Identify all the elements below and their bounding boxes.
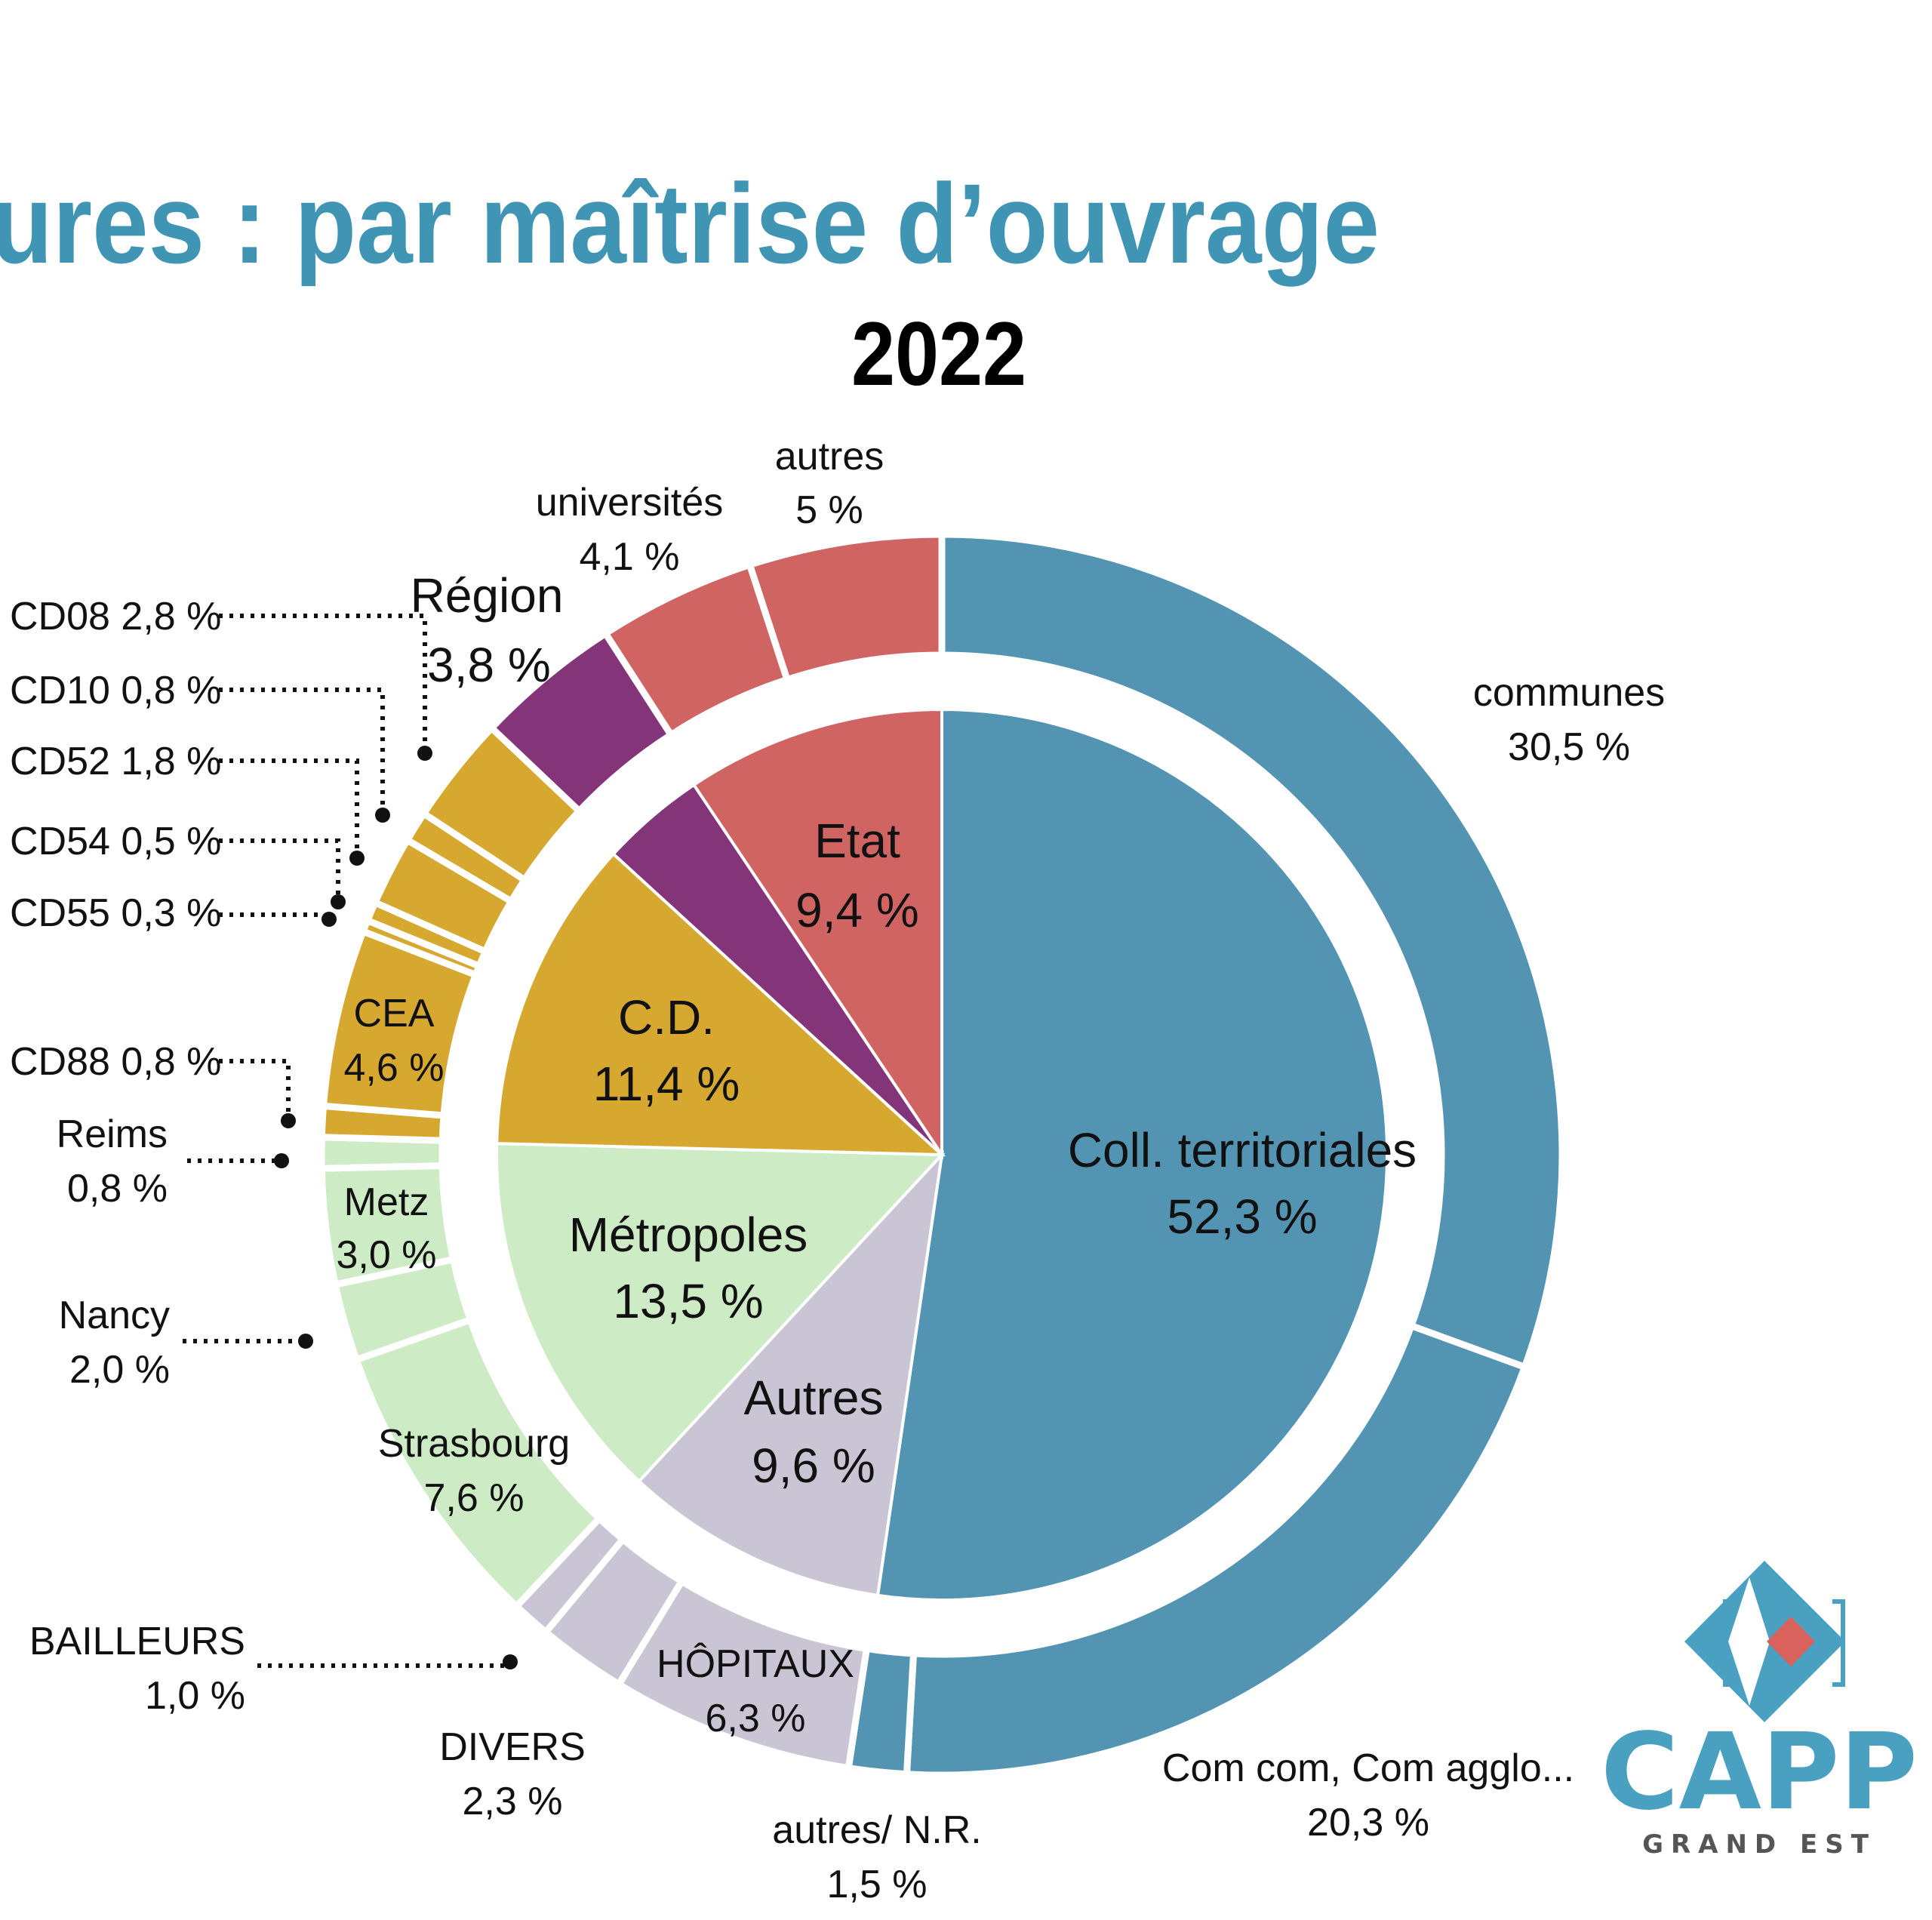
value-region: 3,8 % — [427, 638, 551, 692]
value-divers: 2,3 % — [463, 1780, 563, 1823]
value-hopitaux: 6,3 % — [706, 1697, 806, 1740]
label-cd55: CD55 0,3 % — [10, 891, 221, 935]
value-etat: 9,4 % — [795, 883, 919, 937]
leader-dot-cd52 — [349, 851, 365, 866]
leader-dot-nancy — [298, 1334, 313, 1349]
inner-labels: Etat 9,4 % C.D. 11,4 % Coll. territorial… — [569, 814, 1417, 1493]
label-etat: Etat — [814, 814, 900, 868]
value-autres: 9,6 % — [752, 1438, 875, 1493]
value-metropoles: 13,5 % — [613, 1274, 763, 1328]
page-title: ures : par maîtrise d’ouvrage — [0, 160, 1380, 287]
outer-labels: communes 30,5 % Com com, Com agglo... 20… — [10, 435, 1665, 1906]
label-communes: communes — [1473, 671, 1665, 715]
leader-dot-reims — [274, 1153, 289, 1168]
value-strasbourg: 7,6 % — [424, 1476, 525, 1520]
label-strasbourg: Strasbourg — [378, 1422, 570, 1466]
logo-right-bracket-icon — [1832, 1599, 1845, 1687]
label-reims: Reims — [57, 1112, 168, 1156]
value-autres-nr: 1,5 % — [827, 1863, 928, 1906]
leader-dot-cd10 — [375, 808, 390, 823]
year-label: 2022 — [851, 303, 1026, 405]
logo-bracket-cutout — [1728, 1577, 1770, 1706]
logo-subtitle: GRAND EST — [1642, 1829, 1876, 1860]
value-metz: 3,0 % — [337, 1233, 437, 1277]
label-nancy: Nancy — [59, 1294, 170, 1337]
label-cea: CEA — [354, 992, 435, 1035]
leader-lines — [183, 614, 518, 1669]
label-cd52: CD52 1,8 % — [10, 740, 221, 783]
value-coll-territoriales: 52,3 % — [1167, 1189, 1317, 1244]
outer-segment-autres — [745, 531, 946, 685]
outer-segment-communes — [938, 531, 1566, 1372]
label-autres-nr: autres/ N.R. — [772, 1808, 981, 1852]
leader-cd52 — [219, 758, 359, 852]
value-bailleurs: 1,0 % — [145, 1674, 245, 1718]
logo-left-bracket-icon — [1723, 1599, 1736, 1687]
leader-dot-bailleurs — [503, 1654, 518, 1669]
logo-text: CAPP — [1601, 1711, 1918, 1834]
label-bailleurs: BAILLEURS — [29, 1620, 245, 1663]
inner-slice-autres — [637, 1149, 944, 1598]
value-nancy: 2,0 % — [69, 1348, 170, 1392]
label-coll-territoriales: Coll. territoriales — [1068, 1123, 1417, 1177]
value-cea: 4,6 % — [344, 1046, 445, 1090]
capp-logo: CAPP GRAND EST — [1601, 1561, 1918, 1860]
label-cd10: CD10 0,8 % — [10, 669, 221, 712]
label-autres: Autres — [744, 1371, 884, 1425]
label-cd88: CD88 0,8 % — [10, 1040, 221, 1084]
value-com-com: 20,3 % — [1307, 1801, 1429, 1845]
value-cd: 11,4 % — [593, 1057, 740, 1111]
logo-red-diamond-icon — [1767, 1617, 1815, 1666]
value-autres-etat: 5 % — [795, 488, 863, 532]
leader-cd08 — [219, 614, 427, 747]
leader-dot-cd55 — [321, 912, 337, 927]
value-communes: 30,5 % — [1508, 725, 1630, 769]
label-universites: universités — [536, 481, 724, 525]
label-metz: Metz — [344, 1180, 429, 1224]
leader-cd10 — [219, 688, 385, 809]
inner-slice-c-d — [495, 851, 946, 1157]
label-divers: DIVERS — [439, 1725, 586, 1769]
label-cd: C.D. — [618, 990, 715, 1045]
leader-dot-cd88 — [281, 1113, 296, 1128]
inner-slice-m-tropoles — [495, 1142, 946, 1484]
leader-dot-cd08 — [417, 746, 432, 761]
inner-slice-etat — [691, 707, 943, 1160]
inner-slice-coll-territoriales — [875, 707, 1389, 1602]
leader-dot-cd54 — [331, 894, 346, 909]
inner-pie — [495, 707, 1389, 1602]
leader-cd54 — [219, 838, 340, 896]
label-com-com: Com com, Com agglo... — [1162, 1746, 1574, 1790]
label-metropoles: Métropoles — [569, 1208, 808, 1262]
leader-cd88 — [219, 1059, 291, 1115]
label-cd54: CD54 0,5 % — [10, 820, 221, 863]
label-autres-etat: autres — [775, 435, 884, 478]
value-universites: 4,1 % — [580, 535, 680, 579]
value-reims: 0,8 % — [67, 1167, 168, 1211]
label-region: Région — [411, 568, 564, 623]
label-hopitaux: HÔPITAUX — [657, 1642, 854, 1686]
outer-ring — [318, 531, 1566, 1779]
label-cd08: CD08 2,8 % — [10, 595, 221, 638]
